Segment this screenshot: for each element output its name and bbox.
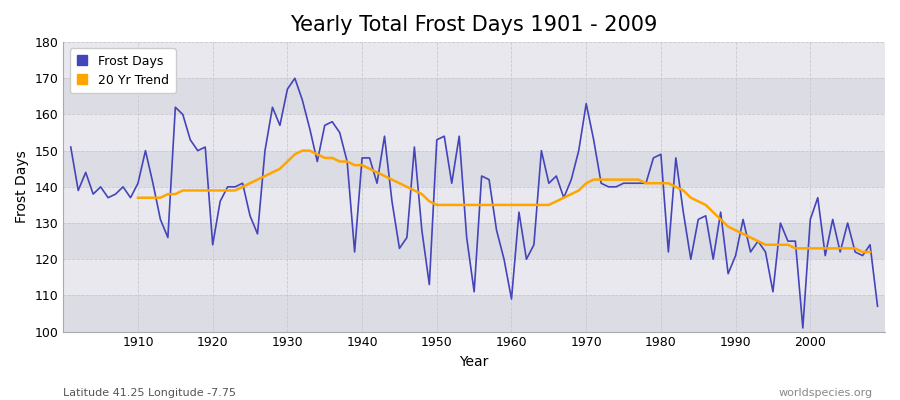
Line: 20 Yr Trend: 20 Yr Trend bbox=[138, 151, 870, 252]
Y-axis label: Frost Days: Frost Days bbox=[15, 150, 29, 223]
20 Yr Trend bbox=[312, 152, 323, 157]
20 Yr Trend bbox=[334, 159, 345, 164]
Frost Days bbox=[872, 304, 883, 309]
Frost Days bbox=[797, 326, 808, 330]
20 Yr Trend bbox=[865, 250, 876, 254]
Frost Days bbox=[125, 195, 136, 200]
20 Yr Trend bbox=[132, 195, 143, 200]
Bar bbox=[63, 223, 885, 259]
Bar bbox=[63, 42, 885, 78]
20 Yr Trend bbox=[297, 148, 308, 153]
Bar bbox=[63, 295, 885, 332]
Bar bbox=[63, 187, 885, 223]
Frost Days bbox=[342, 159, 353, 164]
Frost Days bbox=[514, 210, 525, 214]
Frost Days bbox=[290, 76, 301, 81]
Frost Days bbox=[603, 184, 614, 189]
20 Yr Trend bbox=[528, 202, 539, 207]
Line: Frost Days: Frost Days bbox=[71, 78, 878, 328]
20 Yr Trend bbox=[716, 217, 726, 222]
20 Yr Trend bbox=[857, 250, 868, 254]
Bar bbox=[63, 151, 885, 187]
Bar bbox=[63, 78, 885, 114]
Title: Yearly Total Frost Days 1901 - 2009: Yearly Total Frost Days 1901 - 2009 bbox=[291, 15, 658, 35]
Legend: Frost Days, 20 Yr Trend: Frost Days, 20 Yr Trend bbox=[69, 48, 176, 93]
Frost Days bbox=[506, 297, 517, 302]
Frost Days bbox=[66, 145, 77, 150]
Frost Days bbox=[297, 98, 308, 102]
Bar bbox=[63, 259, 885, 295]
Bar bbox=[63, 114, 885, 151]
20 Yr Trend bbox=[364, 166, 375, 171]
Text: worldspecies.org: worldspecies.org bbox=[778, 388, 873, 398]
X-axis label: Year: Year bbox=[460, 355, 489, 369]
20 Yr Trend bbox=[506, 202, 517, 207]
Text: Latitude 41.25 Longitude -7.75: Latitude 41.25 Longitude -7.75 bbox=[63, 388, 236, 398]
